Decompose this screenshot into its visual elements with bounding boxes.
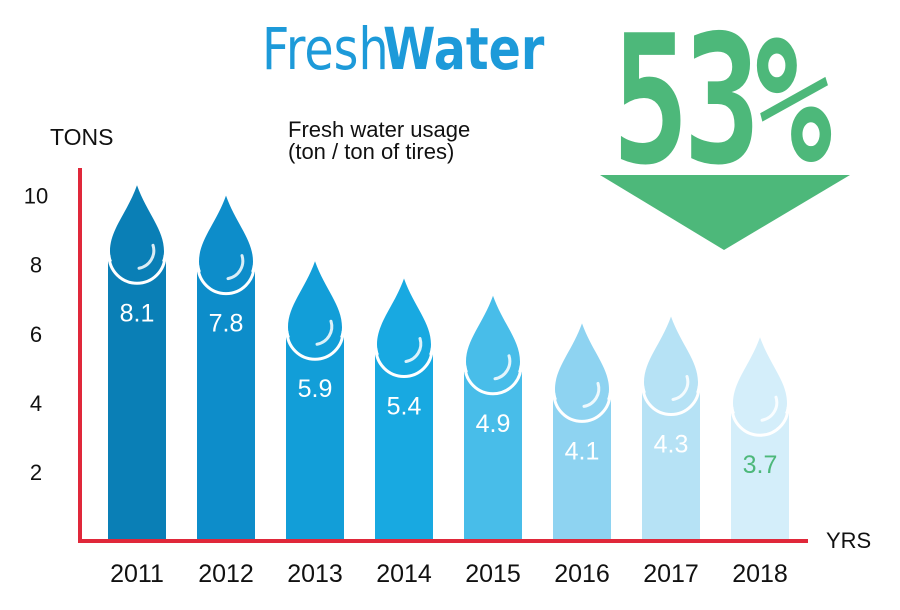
- water-drop-icon: [644, 316, 698, 410]
- y-tick-label: 10: [24, 184, 48, 209]
- drop-rim: [285, 331, 345, 361]
- data-label: 5.4: [387, 393, 422, 421]
- water-drop-icon: [555, 323, 609, 417]
- bar: [464, 371, 522, 541]
- drop-highlight: [671, 374, 690, 401]
- chart-subtitle: Fresh water usage (ton / ton of tires): [288, 119, 470, 163]
- water-drop-icon: [733, 337, 787, 431]
- data-label: 5.9: [298, 375, 333, 403]
- y-tick-label: 2: [30, 460, 42, 485]
- drop-highlight: [404, 337, 423, 363]
- data-label: 4.9: [476, 410, 511, 438]
- drop-rim: [107, 255, 167, 285]
- subtitle-line-1: Fresh water usage: [288, 117, 471, 142]
- down-arrow-icon: [600, 175, 850, 250]
- drop-highlight: [493, 354, 512, 381]
- bar-2011: [107, 185, 167, 541]
- bars-layer: [107, 185, 790, 541]
- drop-rim: [730, 407, 790, 437]
- data-label: 4.3: [654, 430, 689, 458]
- bar: [375, 354, 433, 541]
- bar-2018: [730, 337, 790, 541]
- x-tick-label: 2013: [287, 560, 343, 588]
- drop-rim: [552, 393, 612, 423]
- subtitle-line-2: (ton / ton of tires): [288, 139, 455, 164]
- bar-2016: [552, 323, 612, 541]
- bar-2013: [285, 261, 345, 541]
- x-tick-label: 2017: [643, 560, 699, 588]
- bar: [197, 271, 255, 541]
- x-tick-label: 2012: [198, 560, 254, 588]
- bar-2012: [196, 195, 256, 541]
- drop-rim: [196, 265, 256, 296]
- labels-layer: 2 4 6 8 10 8.1 2011 7.8 2012 5.9 2013 5.4 2014 4.9 201…: [24, 184, 788, 588]
- data-label: 4.1: [565, 437, 600, 465]
- title-water: Water: [383, 15, 545, 83]
- water-drop-icon: [110, 185, 164, 279]
- reduction-percent: 53%: [612, 0, 832, 204]
- water-drop-icon: [199, 195, 253, 289]
- bar: [642, 392, 700, 541]
- chart-title: Fresh Water: [262, 20, 580, 78]
- bar: [108, 261, 166, 541]
- data-label: 8.1: [120, 299, 155, 327]
- water-drop-icon: [288, 261, 342, 355]
- bar-2015: [463, 295, 523, 541]
- y-tick-label: 6: [30, 322, 42, 347]
- drop-rim: [463, 365, 523, 396]
- bar-2017: [641, 316, 701, 541]
- data-label: 3.7: [743, 451, 778, 479]
- water-drop-icon: [377, 278, 431, 372]
- drop-highlight: [226, 254, 245, 281]
- drop-highlight: [315, 319, 334, 346]
- y-axis-label: TONS: [50, 124, 114, 150]
- drop-highlight: [582, 381, 601, 408]
- title-fresh: Fresh: [262, 15, 389, 83]
- drop-highlight: [137, 243, 156, 270]
- x-tick-label: 2014: [376, 560, 432, 588]
- y-tick-label: 4: [30, 391, 42, 416]
- bar: [286, 337, 344, 541]
- drop-rim: [641, 386, 701, 416]
- water-drop-icon: [466, 295, 520, 389]
- x-tick-label: 2018: [732, 560, 788, 588]
- x-tick-label: 2015: [465, 560, 521, 588]
- data-label: 7.8: [209, 310, 244, 338]
- bar-2014: [374, 278, 434, 541]
- y-tick-label: 8: [30, 253, 42, 278]
- x-axis-label: YRS: [826, 528, 872, 553]
- drop-highlight: [760, 395, 779, 422]
- x-tick-label: 2016: [554, 560, 610, 588]
- bar: [553, 399, 611, 541]
- x-tick-label: 2011: [110, 560, 164, 588]
- drop-rim: [374, 348, 434, 378]
